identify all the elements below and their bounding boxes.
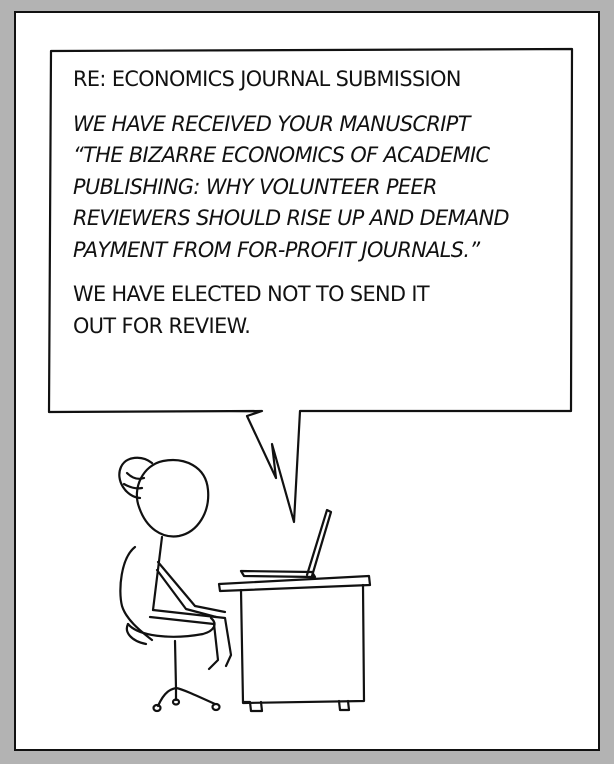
desk-body [239,583,366,705]
manuscript-line-3: PUBLISHING: WHY VOLUNTEER PEER [73,174,437,199]
figure-head [135,459,210,538]
laptop-screen [305,508,333,578]
manuscript-line-2: “THE BIZARRE ECONOMICS OF ACADEMIC [73,143,490,167]
email-subject: RE: ECONOMICS JOURNAL SUBMISSION [73,67,461,91]
chair-base [156,686,217,708]
chair-back [119,545,154,642]
figure-leg [151,608,233,668]
manuscript-line-5: PAYMENT FROM FOR-PROFIT JOURNALS.” [73,237,480,262]
decision-line-1: WE HAVE ELECTED NOT TO SEND IT [73,282,430,306]
chair-post [173,639,178,690]
laptop-base [239,569,317,579]
figure-ponytail [118,456,154,500]
manuscript-line-4: REVIEWERS SHOULD RISE UP AND DEMAND [73,206,510,230]
figure-torso [151,535,164,612]
figure-arm [156,560,227,614]
desk-top [217,574,372,593]
chair-seat [126,616,216,638]
speech-bubble-text: RE: ECONOMICS JOURNAL SUBMISSION WE HAVE… [73,64,563,342]
speech-bubble [47,47,574,524]
manuscript-line-1: WE HAVE RECEIVED YOUR MANUSCRIPT [73,111,470,136]
decision-line-2: OUT FOR REVIEW. [73,313,251,338]
